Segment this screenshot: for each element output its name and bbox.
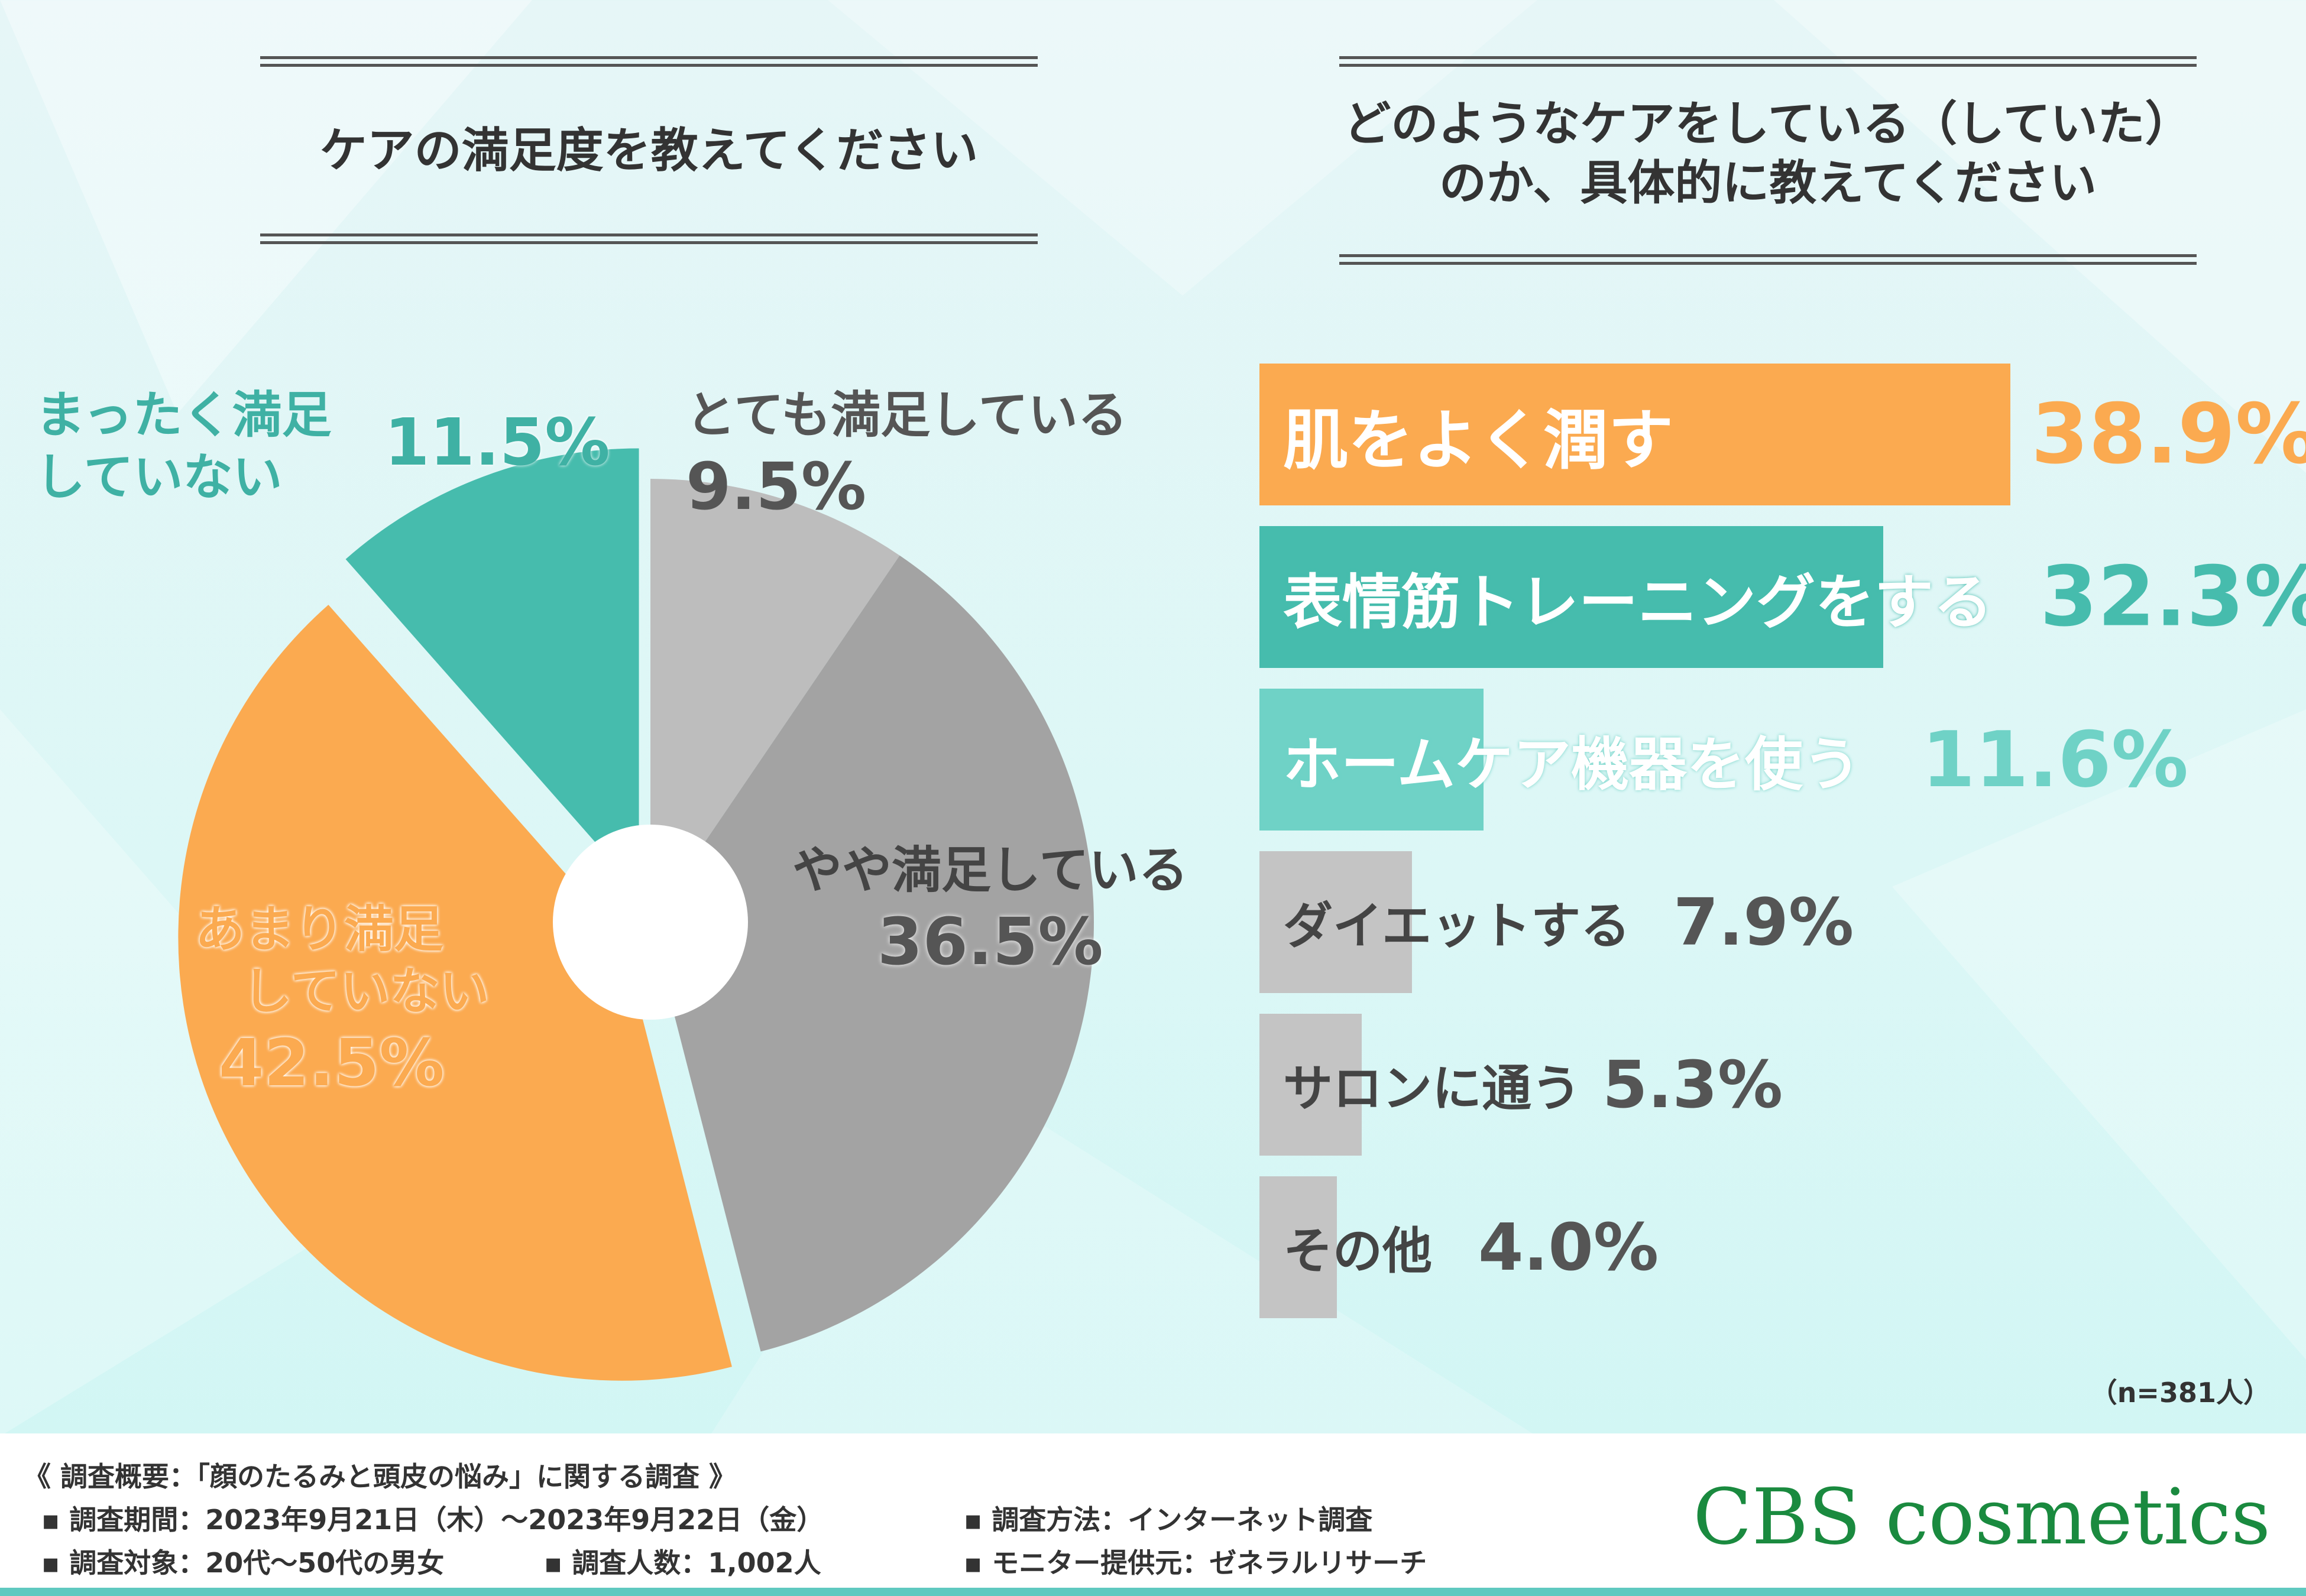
pie-slice-not-at-all xyxy=(345,448,639,892)
pie-label-very-satisfied-name: とても満足している xyxy=(686,386,1128,444)
pie-label-not-at-all-name1: まったく満足 xyxy=(35,386,332,444)
bar-label: サロンに通う xyxy=(1283,1059,1582,1118)
left-header-top-rule xyxy=(260,56,1038,67)
bar-row: 肌をよく潤す 38.9% xyxy=(1259,364,2306,505)
bar-label: ホームケア機器を使う xyxy=(1283,731,1861,799)
pie-center-hole xyxy=(553,825,748,1020)
bar-value: 11.6% xyxy=(1922,715,2189,805)
right-header-line2: のか、具体的に教えてください xyxy=(1439,155,2097,210)
bar-row: その他 4.0% xyxy=(1259,1176,2265,1318)
bar-fill xyxy=(1259,1014,1362,1156)
bar-label: その他 xyxy=(1283,1222,1433,1280)
bar-row: ホームケア機器を使う 11.6% xyxy=(1259,689,2265,831)
pie-slice-not-very xyxy=(178,605,732,1381)
bar-value: 5.3% xyxy=(1602,1047,1783,1123)
left-header-title: ケアの満足度を教えてください xyxy=(319,123,979,178)
right-header-top-rule xyxy=(1339,56,2197,67)
pie-label-not-very-name2: していない xyxy=(242,962,490,1020)
bar-value: 32.3% xyxy=(2040,549,2306,645)
bar-row: サロンに通う 5.3% xyxy=(1259,1014,2265,1156)
bar-value: 4.0% xyxy=(1478,1209,1659,1285)
bar-label: 表情筋トレーニングをする xyxy=(1283,567,1993,637)
bar-fill xyxy=(1259,1176,1337,1318)
bar-value: 38.9% xyxy=(2031,386,2306,483)
pie-slice-somewhat-satisfied xyxy=(650,555,1094,1352)
bar-row: 表情筋トレーニングをする 32.3% xyxy=(1259,526,2306,668)
right-header-line1: どのようなケアをしている（していた） xyxy=(1343,96,2192,151)
right-header-bottom-rule xyxy=(1339,254,2197,265)
pie-label-not-very: あまり満足 していない 42.5% xyxy=(195,898,489,1104)
survey-count: ▪ 調査人数：1,002人 xyxy=(544,1547,821,1579)
bar-label: ダイエットする xyxy=(1283,897,1631,955)
bar-label: 肌をよく潤す xyxy=(1283,403,1673,478)
bar-fill xyxy=(1259,851,1412,993)
right-header-title: どのようなケアをしている（していた） のか、具体的に教えてください xyxy=(1339,95,2197,213)
bar-value: 7.9% xyxy=(1673,884,1854,960)
satisfaction-pie-chart xyxy=(178,448,1094,1381)
survey-footer xyxy=(0,1433,2306,1596)
pie-label-not-at-all: まったく満足 していない xyxy=(35,384,332,508)
bar-fill xyxy=(1259,526,1883,668)
pie-label-very-satisfied-value: 9.5% xyxy=(686,449,867,524)
cbs-cosmetics-logo: CBS cosmetics xyxy=(1693,1472,2271,1562)
pie-label-somewhat-satisfied-value: 36.5% xyxy=(877,904,1103,979)
pie-label-not-at-all-name2: していない xyxy=(35,448,283,506)
pie-label-not-at-all-value: 11.5% xyxy=(384,404,610,480)
survey-period: ▪ 調査期間：2023年9月21日（木）〜2023年9月22日（金） xyxy=(41,1504,824,1536)
pie-label-very-satisfied: とても満足している 9.5% xyxy=(686,384,1128,528)
bar-row: ダイエットする 7.9% xyxy=(1259,851,2265,993)
pie-slice-very-satisfied xyxy=(650,479,900,922)
bar-fill xyxy=(1259,364,2010,505)
pie-label-somewhat-satisfied: やや満足している 36.5% xyxy=(792,839,1188,983)
sample-size-note: （n=381人） xyxy=(2090,1377,2271,1409)
survey-provider: ▪ モニター提供元：ゼネラルリサーチ xyxy=(964,1547,1427,1579)
pie-label-somewhat-satisfied-name: やや満足している xyxy=(792,841,1188,899)
pie-label-not-very-name1: あまり満足 xyxy=(195,900,444,958)
survey-method: ▪ 調査方法：インターネット調査 xyxy=(964,1504,1373,1536)
survey-title: 《 調査概要：「顔のたるみと頭皮の悩み」に関する調査 》 xyxy=(24,1461,737,1493)
left-header-bottom-rule xyxy=(260,233,1038,244)
survey-target: ▪ 調査対象：20代〜50代の男女 xyxy=(41,1547,445,1579)
bar-fill xyxy=(1259,689,1484,831)
pie-label-not-very-value: 42.5% xyxy=(219,1025,445,1101)
